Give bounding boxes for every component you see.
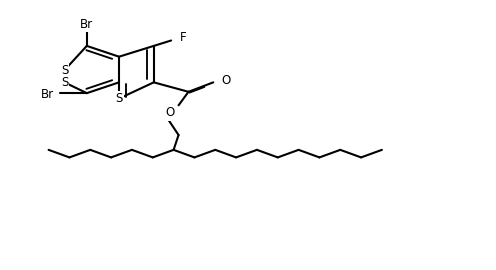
Text: Br: Br	[80, 18, 93, 31]
Text: O: O	[221, 74, 230, 87]
Text: S: S	[61, 64, 68, 77]
Text: Br: Br	[41, 88, 54, 101]
Text: S: S	[116, 92, 123, 105]
Text: F: F	[180, 31, 187, 44]
Text: O: O	[165, 106, 174, 119]
Text: S: S	[61, 76, 68, 89]
